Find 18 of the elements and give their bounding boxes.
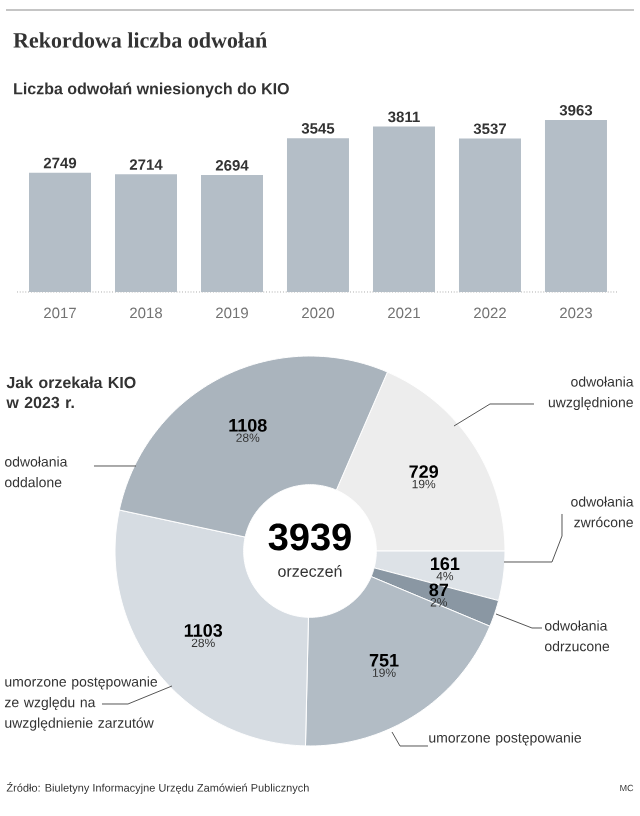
chart-title: Rekordowa liczba odwołań — [13, 32, 267, 48]
bar — [372, 126, 435, 292]
chart-subtitle: Liczba odwołań wniesionych do KIO — [14, 82, 289, 98]
data-label: 1103 — [184, 624, 223, 637]
bar — [544, 120, 607, 292]
bar — [286, 138, 349, 292]
data-label: 751 — [369, 654, 399, 667]
text: 3939 — [268, 523, 351, 551]
text: Jak orzekała KIO w 2023 r. — [6, 376, 136, 409]
bar — [115, 174, 177, 292]
data-label: 161 — [430, 557, 460, 571]
text: orzeczeń — [278, 565, 342, 577]
bar — [200, 175, 263, 292]
bar — [458, 138, 521, 292]
data-label: 729 — [409, 465, 439, 478]
bar — [29, 172, 91, 292]
data-label: 1108 — [229, 418, 267, 432]
data-label: 87 — [429, 583, 449, 597]
